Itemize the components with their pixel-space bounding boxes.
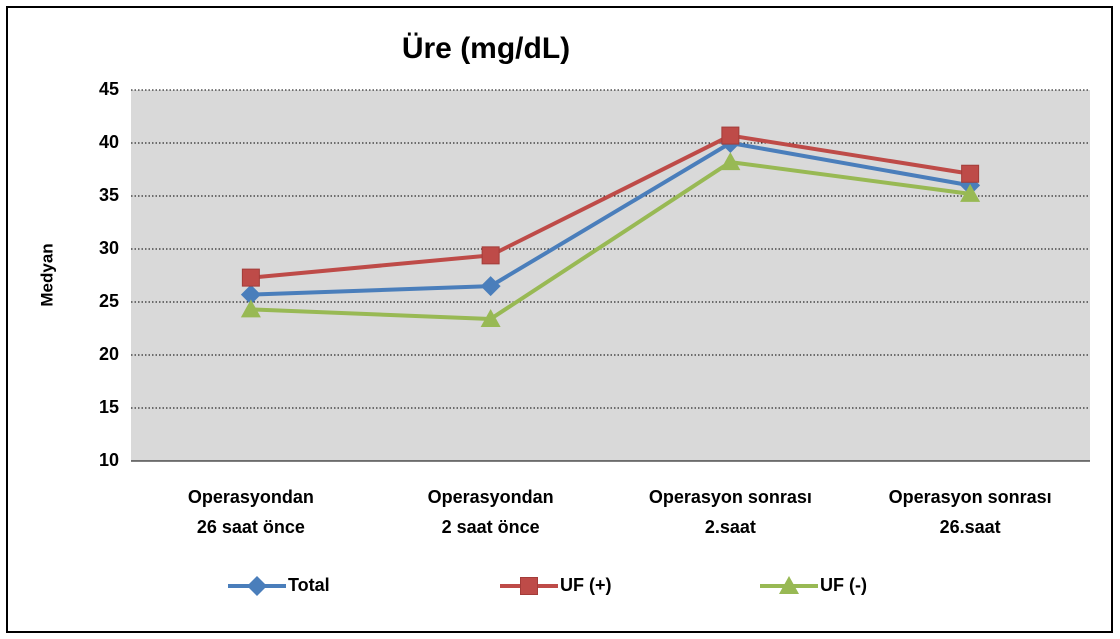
marker <box>241 268 260 287</box>
marker <box>240 299 261 318</box>
y-tick-label: 40 <box>99 132 119 152</box>
y-tick-label: 15 <box>99 397 119 417</box>
legend-label: Total <box>288 575 330 595</box>
y-tick-label: 10 <box>99 450 119 470</box>
marker <box>960 183 981 202</box>
x-tick-label: Operasyon sonrası 2.saat <box>649 487 812 537</box>
series-line <box>250 133 971 280</box>
y-axis-label: Medyan <box>37 243 56 306</box>
x-tick-label: Operasyon sonrası 26.saat <box>889 487 1052 537</box>
marker <box>961 164 980 183</box>
marker <box>481 246 500 265</box>
y-tick-label: 20 <box>99 344 119 364</box>
x-tick-label: Operasyondan 26 saat önce <box>188 487 314 537</box>
marker <box>721 126 740 145</box>
marker <box>240 284 261 305</box>
y-tick-label: 30 <box>99 238 119 258</box>
y-tick-label: 25 <box>99 291 119 311</box>
chart-title: Üre (mg/dL) <box>402 32 570 65</box>
legend-label: UF (-) <box>820 575 867 595</box>
marker <box>720 152 741 171</box>
marker <box>480 276 501 297</box>
x-tick-label: Operasyondan 2 saat önce <box>428 487 554 537</box>
marker <box>480 308 501 327</box>
legend-marker <box>247 576 267 596</box>
series-line <box>250 160 971 321</box>
series-line <box>250 141 971 297</box>
legend-marker <box>779 576 799 594</box>
legend-marker <box>520 577 538 595</box>
legend-label: UF (+) <box>560 575 612 595</box>
y-tick-label: 45 <box>99 79 119 99</box>
y-tick-label: 35 <box>99 185 119 205</box>
